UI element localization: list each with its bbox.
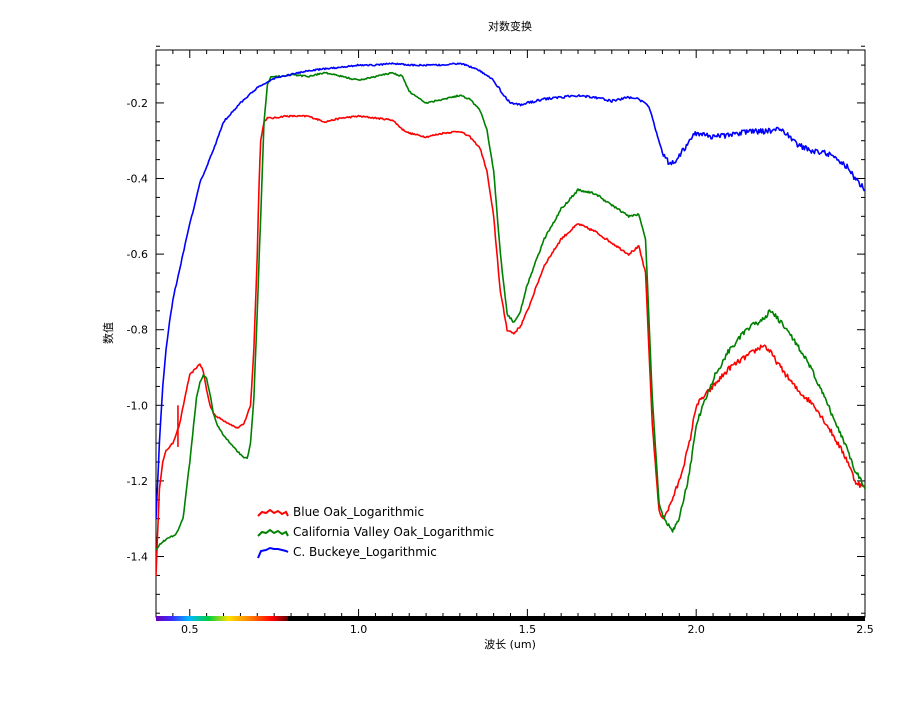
series-line-1 bbox=[156, 71, 865, 551]
x-axis-title: 波长 (um) bbox=[484, 638, 536, 651]
y-tick-label: -0.8 bbox=[127, 324, 148, 337]
x-tick-label: 0.5 bbox=[181, 623, 199, 636]
y-axis-title: 数值 bbox=[102, 322, 115, 344]
legend-swatch-buckeye bbox=[257, 546, 289, 559]
y-tick-label: -1.2 bbox=[127, 475, 148, 488]
series-layer bbox=[156, 62, 865, 577]
legend-swatch-blue-oak bbox=[257, 508, 289, 517]
legend-swatch-valley-oak bbox=[257, 528, 289, 537]
x-tick-label: 2.5 bbox=[856, 623, 874, 636]
legend-label-valley-oak: California Valley Oak_Logarithmic bbox=[293, 525, 494, 539]
wavelength-bar-black bbox=[156, 616, 865, 621]
wavelength-color-bar bbox=[156, 616, 288, 621]
y-tick-label: -0.6 bbox=[127, 248, 148, 261]
x-tick-label: 1.5 bbox=[519, 623, 537, 636]
legend: Blue Oak_Logarithmic California Valley O… bbox=[257, 505, 494, 559]
legend-label-blue-oak: Blue Oak_Logarithmic bbox=[293, 505, 424, 519]
y-tick-label: -0.2 bbox=[127, 97, 148, 110]
series-line-2 bbox=[156, 62, 865, 520]
series-line-0 bbox=[156, 114, 865, 577]
chart-title: 对数变换 bbox=[488, 19, 532, 33]
x-tick-label: 1.0 bbox=[350, 623, 368, 636]
y-tick-label: -0.4 bbox=[127, 173, 148, 186]
axis-ticks: -0.2 -0.4 -0.6 -0.8 -1.0 -1.2 -1.4 0.5 1.0 1.5 2.0… bbox=[127, 45, 874, 636]
y-tick-label: -1.4 bbox=[127, 551, 148, 564]
x-tick-label: 2.0 bbox=[687, 623, 705, 636]
legend-label-buckeye: C. Buckeye_Logarithmic bbox=[293, 545, 437, 559]
y-tick-label: -1.0 bbox=[127, 399, 148, 412]
